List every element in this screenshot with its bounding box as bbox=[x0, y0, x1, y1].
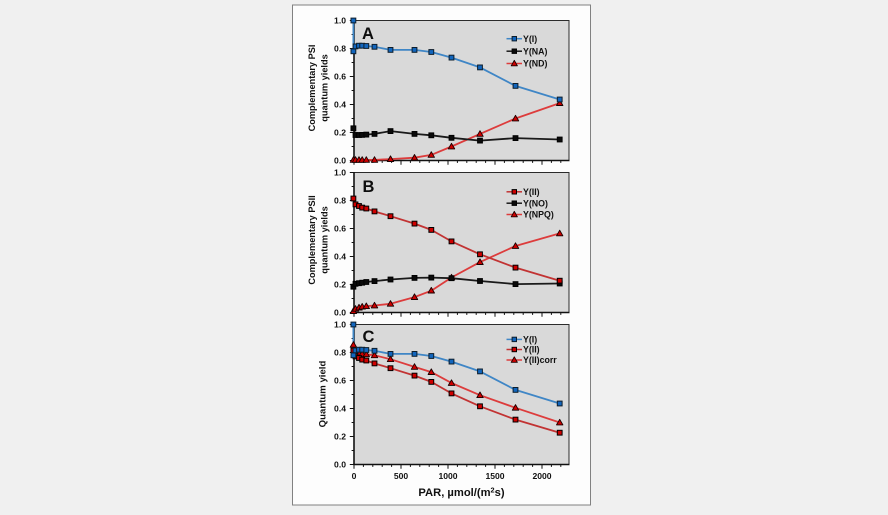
svg-text:0.4: 0.4 bbox=[334, 252, 346, 262]
svg-text:Y(NA): Y(NA) bbox=[523, 46, 548, 56]
svg-text:0.0: 0.0 bbox=[334, 308, 346, 318]
svg-text:Complementary PSII: Complementary PSII bbox=[307, 195, 317, 284]
svg-text:0.4: 0.4 bbox=[334, 100, 346, 110]
svg-text:quantum yields: quantum yields bbox=[320, 206, 330, 273]
svg-text:0.0: 0.0 bbox=[334, 460, 346, 470]
svg-text:1.0: 1.0 bbox=[334, 168, 346, 178]
svg-text:2000: 2000 bbox=[532, 471, 551, 481]
svg-text:0.4: 0.4 bbox=[334, 404, 346, 414]
svg-text:Y(ND): Y(ND) bbox=[523, 59, 548, 69]
svg-text:0.2: 0.2 bbox=[334, 128, 346, 138]
svg-text:0: 0 bbox=[352, 471, 357, 481]
svg-text:0.8: 0.8 bbox=[334, 44, 346, 54]
svg-text:Y(NPQ): Y(NPQ) bbox=[523, 210, 554, 220]
svg-text:Complementary PSI: Complementary PSI bbox=[307, 45, 317, 132]
svg-text:Y(II)corr: Y(II)corr bbox=[523, 355, 557, 365]
svg-text:1.0: 1.0 bbox=[334, 320, 346, 330]
svg-text:A: A bbox=[362, 25, 374, 43]
svg-text:Y(I): Y(I) bbox=[523, 335, 537, 345]
svg-text:Y(II): Y(II) bbox=[523, 345, 540, 355]
svg-text:quantum yields: quantum yields bbox=[320, 54, 330, 121]
svg-text:0.0: 0.0 bbox=[334, 156, 346, 166]
svg-text:Y(I): Y(I) bbox=[523, 34, 537, 44]
svg-text:0.8: 0.8 bbox=[334, 348, 346, 358]
svg-text:1500: 1500 bbox=[485, 471, 504, 481]
svg-text:Y(II): Y(II) bbox=[523, 187, 540, 197]
svg-text:0.6: 0.6 bbox=[334, 376, 346, 386]
svg-text:C: C bbox=[363, 328, 375, 346]
svg-text:0.2: 0.2 bbox=[334, 280, 346, 290]
svg-text:0.6: 0.6 bbox=[334, 72, 346, 82]
svg-text:PAR, µmol/(m2s): PAR, µmol/(m2s) bbox=[418, 486, 504, 500]
svg-text:Y(NO): Y(NO) bbox=[523, 198, 548, 208]
svg-text:1000: 1000 bbox=[438, 471, 457, 481]
svg-text:0.2: 0.2 bbox=[334, 432, 346, 442]
svg-text:1.0: 1.0 bbox=[334, 16, 346, 26]
svg-text:500: 500 bbox=[394, 471, 409, 481]
svg-text:0.6: 0.6 bbox=[334, 224, 346, 234]
svg-text:Quantum yield: Quantum yield bbox=[318, 361, 329, 428]
svg-text:B: B bbox=[363, 178, 375, 196]
svg-text:0.8: 0.8 bbox=[334, 196, 346, 206]
